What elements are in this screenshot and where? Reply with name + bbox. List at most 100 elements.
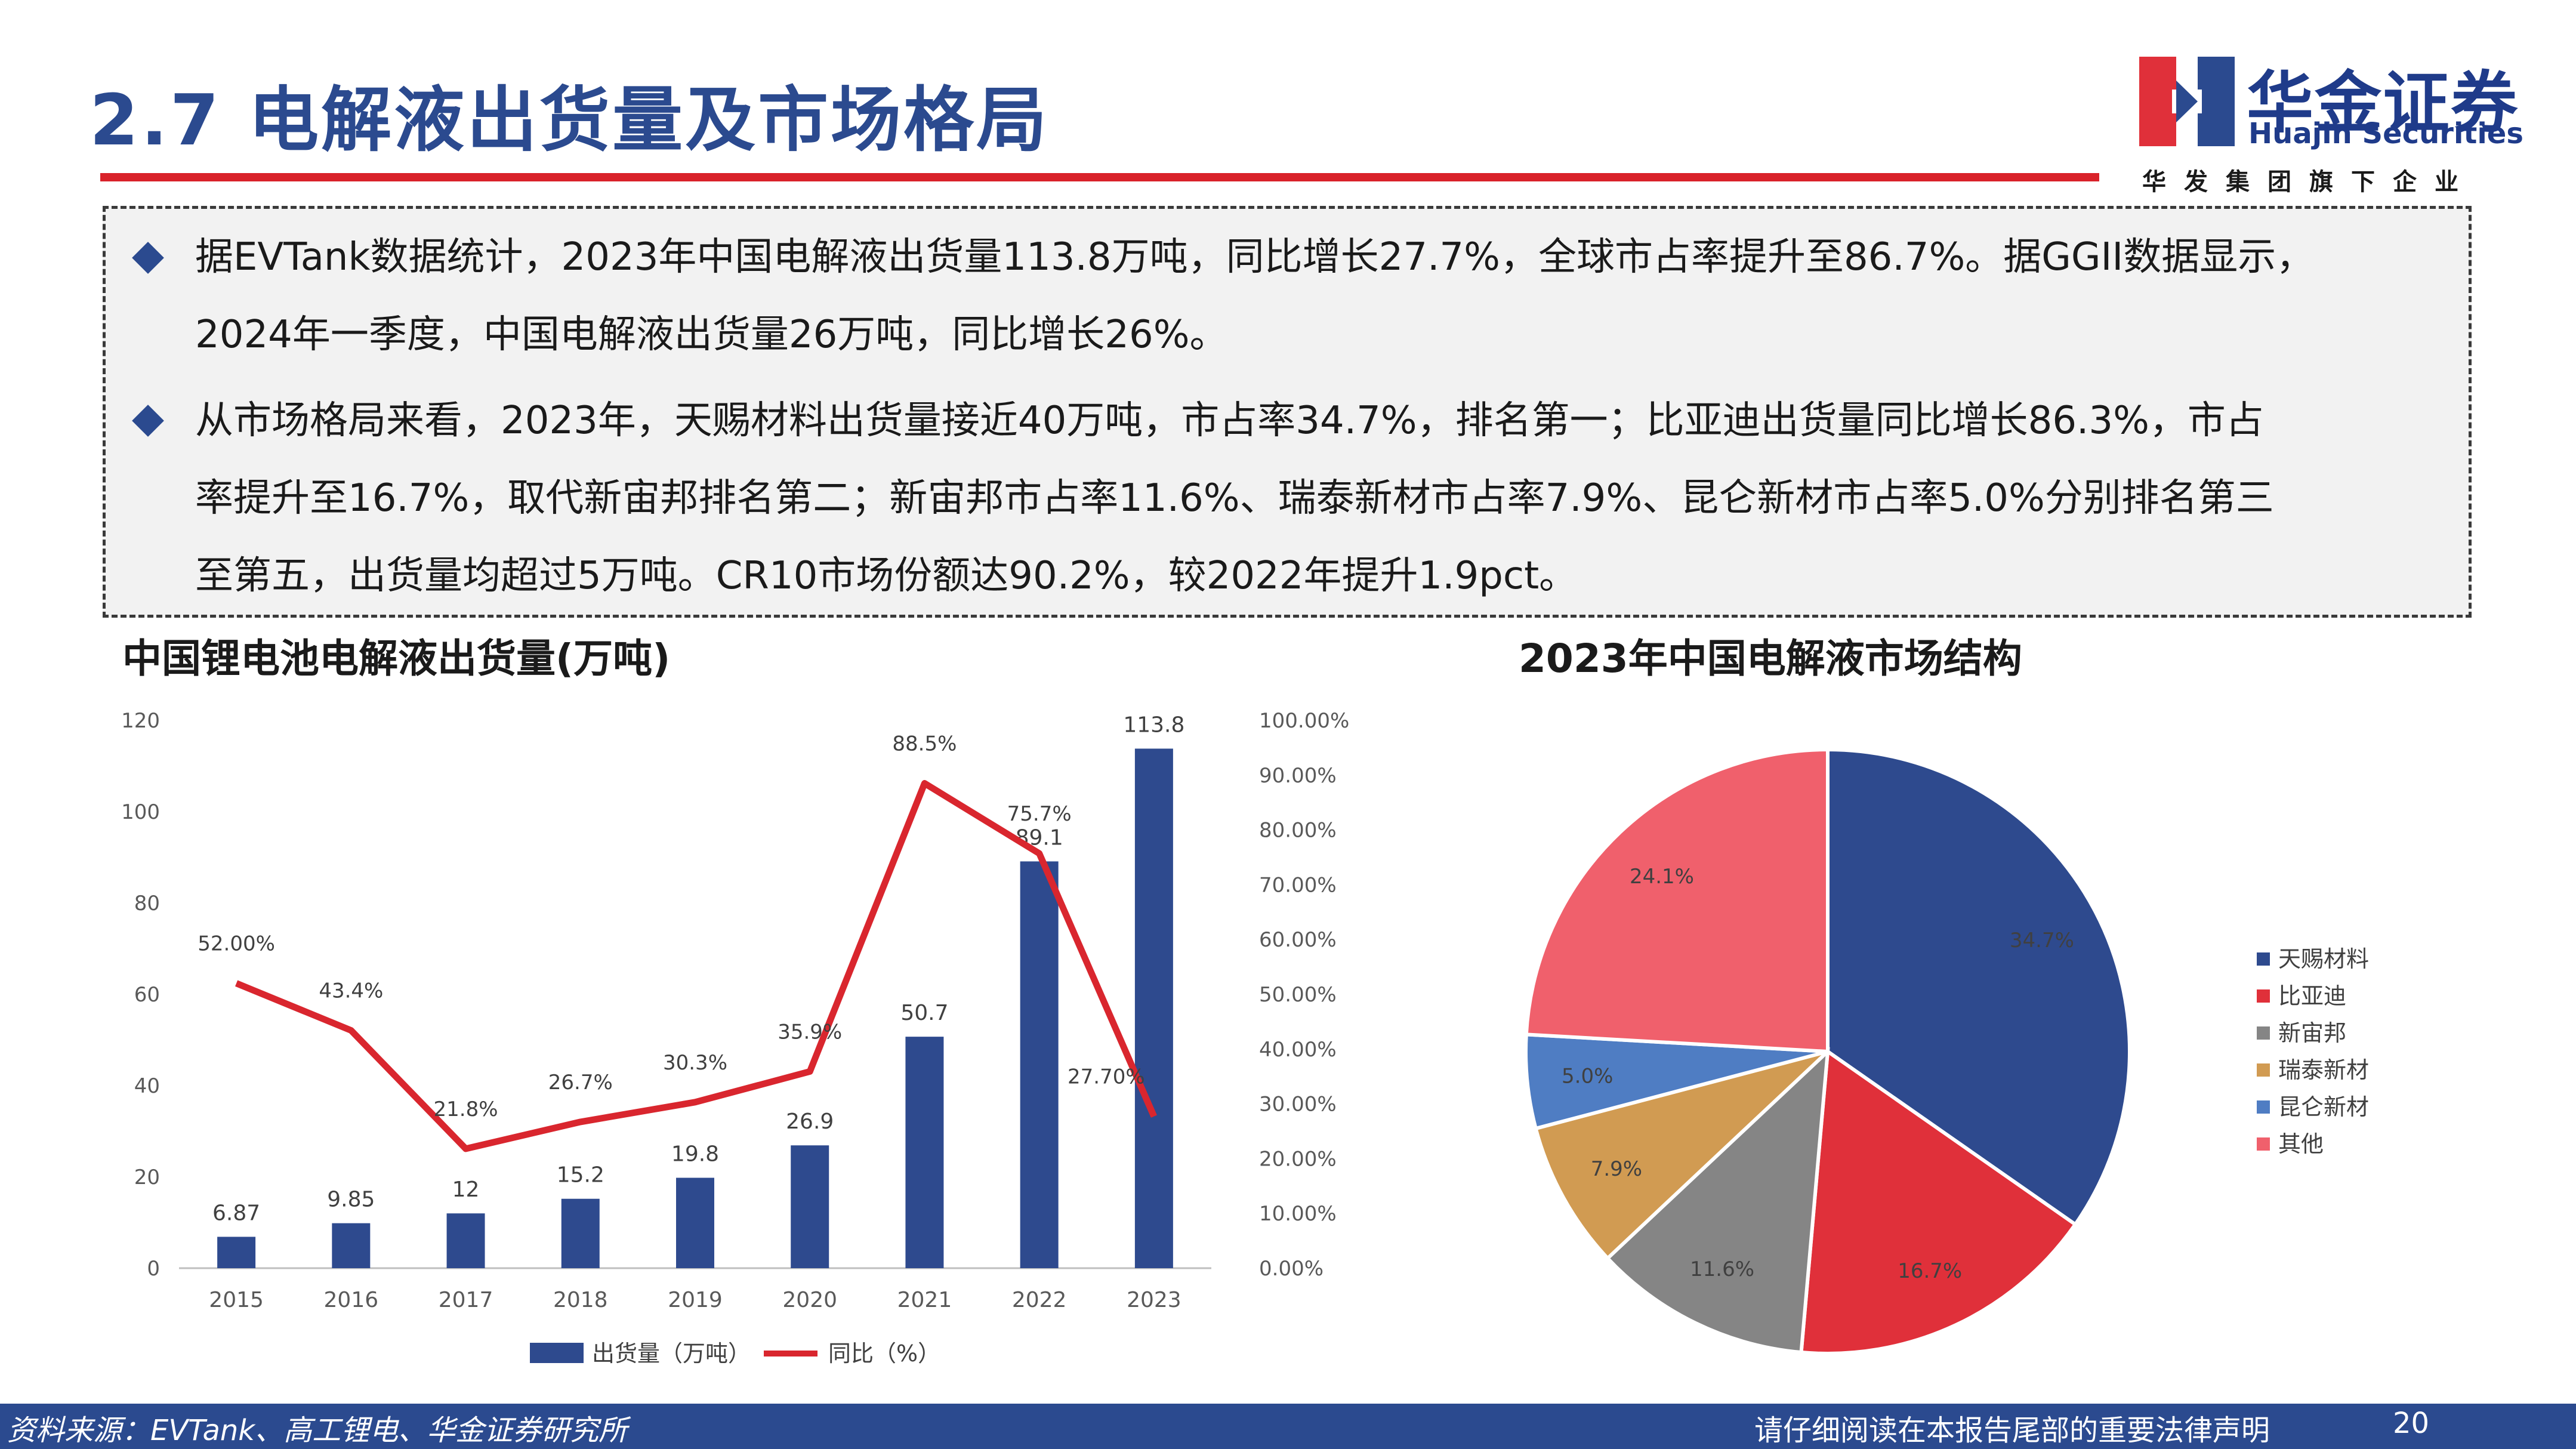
bar-data-label: 19.8: [671, 1142, 719, 1167]
bar-data-label: 113.8: [1123, 713, 1184, 737]
bar-data-label: 26.9: [786, 1109, 834, 1134]
pie-slice-label: 16.7%: [1898, 1259, 1962, 1283]
legend-swatch-天赐材料: [2257, 952, 2270, 966]
bar-2019: [676, 1177, 714, 1268]
line-data-label: 30.3%: [663, 1051, 727, 1075]
y-left-tick-label: 40: [134, 1074, 160, 1098]
y-right-tick-label: 10.00%: [1259, 1202, 1337, 1226]
pie-slice-瑞泰新材: [1534, 1050, 1830, 1261]
legend-line-label: 同比（%）: [828, 1340, 940, 1367]
bar-2017: [446, 1213, 485, 1268]
yoy-growth-line: [235, 780, 1157, 1152]
line-data-label: 35.9%: [778, 1020, 842, 1044]
bar-2020: [791, 1145, 829, 1268]
summary-paragraph-1-line-2: 2024年一季度，中国电解液出货量26万吨，同比增长26%。: [195, 313, 1228, 357]
footer-legal-notice: 请仔细阅读在本报告尾部的重要法律声明: [1754, 1414, 2270, 1447]
y-right-tick-label: 80.00%: [1259, 819, 1337, 843]
bar-2022: [1020, 861, 1059, 1268]
pie-slice-label: 34.7%: [2010, 929, 2074, 952]
legend-label: 其他: [2278, 1131, 2324, 1157]
pie-slice-比亚迪: [1799, 1048, 2078, 1355]
line-data-label: 27.70%: [1068, 1065, 1145, 1089]
logo-english-name: Huajin Securities: [2248, 117, 2523, 150]
footer-bar: [0, 1404, 2576, 1449]
bar-2023: [1134, 748, 1173, 1268]
y-left-tick-label: 80: [134, 892, 160, 915]
y-left-tick-label: 20: [134, 1166, 160, 1189]
summary-paragraph-2-line-2: 率提升至16.7%，取代新宙邦排名第二；新宙邦市占率11.6%、瑞泰新材市占率7…: [195, 476, 2274, 520]
y-right-tick-label: 30.00%: [1259, 1093, 1337, 1117]
pie-slice-label: 7.9%: [1591, 1157, 1642, 1181]
summary-paragraph-1-line-1: 据EVTank数据统计，2023年中国电解液出货量113.8万吨，同比增长27.…: [195, 235, 2315, 279]
x-tick-label: 2018: [553, 1288, 608, 1312]
pie-slice-label: 24.1%: [1630, 865, 1694, 889]
legend-swatch-其他: [2257, 1137, 2270, 1151]
legend-bar-label: 出货量（万吨）: [592, 1340, 751, 1367]
y-left-tick-label: 60: [134, 983, 160, 1007]
bar-2015: [217, 1237, 256, 1268]
bar-2018: [561, 1198, 600, 1268]
pie-slice-新宙邦: [1605, 1047, 1830, 1355]
legend-label: 昆仑新材: [2278, 1094, 2369, 1120]
y-right-tick-label: 50.00%: [1259, 983, 1337, 1007]
footer-source-note: 资料来源：EVTank、高工锂电、华金证券研究所: [7, 1414, 628, 1447]
x-tick-label: 2017: [439, 1288, 493, 1312]
line-data-label: 43.4%: [319, 979, 383, 1003]
pie-slice-label: 5.0%: [1562, 1065, 1613, 1089]
y-left-tick-label: 120: [121, 709, 160, 733]
line-data-label: 26.7%: [548, 1071, 613, 1095]
bar-data-label: 6.87: [212, 1201, 260, 1225]
y-right-tick-label: 90.00%: [1259, 764, 1337, 788]
x-tick-label: 2021: [897, 1288, 952, 1312]
y-right-tick-label: 100.00%: [1259, 709, 1349, 733]
legend-swatch-瑞泰新材: [2257, 1063, 2270, 1077]
line-data-label: 21.8%: [434, 1097, 498, 1121]
bar-2016: [332, 1223, 371, 1268]
y-right-tick-label: 60.00%: [1259, 928, 1337, 952]
pie-slice-天赐材料: [1826, 747, 2131, 1227]
line-data-label: 75.7%: [1007, 802, 1072, 826]
pie-slice-其他: [1524, 747, 1830, 1054]
pie-slice-昆仑新材: [1524, 1032, 1828, 1131]
legend-swatch-比亚迪: [2257, 989, 2270, 1003]
bar-2021: [905, 1037, 944, 1268]
x-tick-label: 2019: [668, 1288, 723, 1312]
summary-box: 据EVTank数据统计，2023年中国电解液出货量113.8万吨，同比增长27.…: [103, 206, 2472, 618]
summary-paragraph-2-line-1: 从市场格局来看，2023年，天赐材料出货量接近40万吨，市占率34.7%，排名第…: [195, 399, 2264, 443]
x-tick-label: 2022: [1012, 1288, 1067, 1312]
y-right-tick-label: 20.00%: [1259, 1147, 1337, 1171]
legend-label: 新宙邦: [2278, 1020, 2346, 1046]
bar-chart-title: 中国锂电池电解液出货量(万吨): [122, 636, 671, 682]
bar-data-label: 12: [452, 1177, 480, 1202]
bar-data-label: 50.7: [900, 1001, 948, 1025]
page-title: 2.7 电解液出货量及市场格局: [90, 79, 1050, 161]
logo-tagline: 华发集团旗下企业: [2142, 168, 2476, 196]
bar-data-label: 15.2: [557, 1163, 604, 1188]
legend-label: 天赐材料: [2278, 946, 2369, 972]
legend-label: 瑞泰新材: [2278, 1057, 2369, 1083]
x-tick-label: 2015: [209, 1288, 264, 1312]
logo-chinese-name: 华金证券: [2247, 64, 2519, 142]
legend-bar-swatch: [530, 1343, 584, 1363]
title-divider: [100, 173, 2099, 181]
bar-data-label: 9.85: [327, 1188, 375, 1212]
y-right-tick-label: 40.00%: [1259, 1038, 1337, 1062]
y-left-tick-label: 100: [121, 800, 160, 824]
y-right-tick-label: 70.00%: [1259, 873, 1337, 897]
legend-swatch-昆仑新材: [2257, 1100, 2270, 1114]
legend-label: 比亚迪: [2278, 983, 2346, 1009]
pie-slice-label: 11.6%: [1690, 1257, 1754, 1281]
line-data-label: 52.00%: [198, 932, 275, 956]
page-number: 20: [2393, 1407, 2430, 1440]
x-tick-label: 2020: [782, 1288, 837, 1312]
line-data-label: 88.5%: [892, 732, 957, 756]
huajin-logo-icon: [2139, 57, 2235, 146]
pie-chart-title: 2023年中国电解液市场结构: [1519, 636, 2022, 682]
legend-swatch-新宙邦: [2257, 1026, 2270, 1040]
y-right-tick-label: 0.00%: [1259, 1257, 1324, 1281]
x-tick-label: 2016: [324, 1288, 379, 1312]
summary-paragraph-2-line-3: 至第五，出货量均超过5万吨。CR10市场份额达90.2%，较2022年提升1.9…: [195, 554, 1578, 598]
y-left-tick-label: 0: [147, 1257, 160, 1281]
